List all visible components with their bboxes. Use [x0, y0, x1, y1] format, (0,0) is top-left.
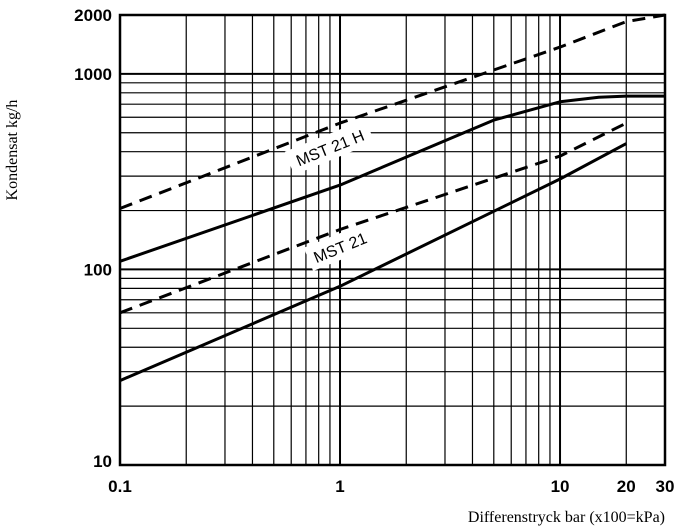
y-tick-label: 10: [93, 452, 112, 471]
y-tick-label: 2000: [74, 6, 112, 25]
series-line-1-dashed: [119, 13, 666, 210]
y-tick-labels: 10 100 1000 2000: [74, 6, 112, 471]
x-tick-labels: 0.1 1 10 20 30: [108, 477, 674, 496]
x-axis-title: Differenstryck bar (x100=kPa): [468, 509, 665, 526]
grid: [119, 14, 666, 466]
series-line-4-solid: [119, 142, 628, 382]
x-tick-label: 30: [656, 477, 675, 496]
x-tick-label: 1: [335, 477, 344, 496]
series-group: [119, 13, 666, 382]
x-tick-label: 10: [551, 477, 570, 496]
plot-frame: [118, 13, 667, 467]
y-tick-label: 1000: [74, 65, 112, 84]
curve-label-bg: [284, 119, 375, 175]
curve-label-bg: [303, 222, 376, 271]
y-tick-label: 100: [84, 260, 112, 279]
x-tick-label: 0.1: [108, 477, 132, 496]
y-axis-title: Kondensat kg/h: [4, 100, 21, 201]
series-line-2-solid: [119, 94, 665, 263]
x-tick-label: 20: [617, 477, 636, 496]
series-line-3-dashed: [119, 121, 627, 315]
